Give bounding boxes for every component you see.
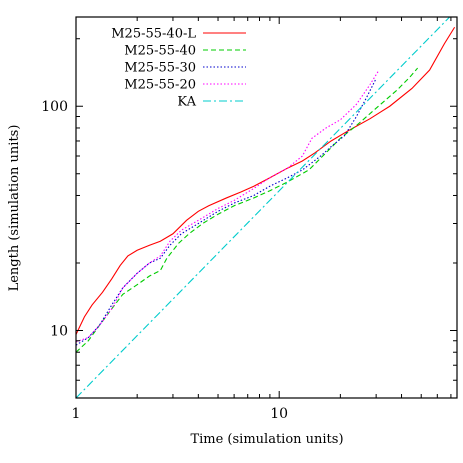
legend-label: M25-55-40-L [111, 27, 196, 42]
legend-label: M25-55-20 [124, 78, 196, 93]
legend-label: M25-55-40 [124, 44, 196, 59]
y-axis-label: Length (simulation units) [7, 125, 22, 292]
legend: M25-55-40-L M25-55-40 M25-55-30 M25-55-20 KA [111, 27, 246, 110]
tick-layer: 1 10 10 100 [41, 17, 457, 422]
series-line-2 [76, 67, 419, 353]
series-line-5 [76, 17, 451, 398]
series-line-1 [76, 26, 456, 335]
y-tick-label: 100 [41, 99, 68, 115]
series-layer [76, 17, 456, 398]
x-tick-label: 1 [72, 406, 81, 422]
x-tick-label: 10 [270, 406, 288, 422]
y-tick-label: 10 [50, 323, 68, 339]
plot-frame [75, 16, 458, 399]
legend-label: KA [177, 95, 196, 110]
x-axis-label: Time (simulation units) [190, 432, 343, 447]
legend-label: M25-55-30 [124, 61, 196, 76]
